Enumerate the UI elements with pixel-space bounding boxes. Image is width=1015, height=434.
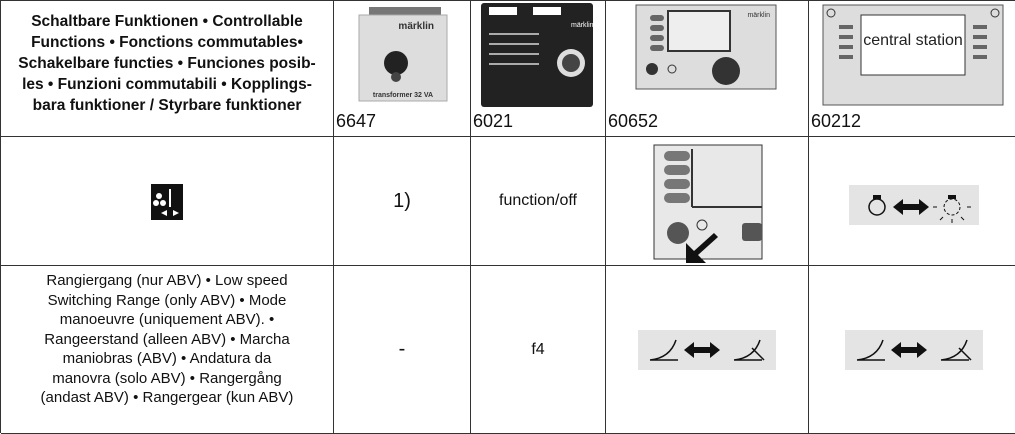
text: manovra (solo ABV) • Rangergång [52, 369, 282, 387]
device-image: märklin transformer 32 VA [358, 7, 448, 102]
device-label: 60652 [608, 111, 659, 131]
image-cell [606, 137, 809, 266]
caption: transformer 32 VA [373, 92, 433, 99]
device-cell: märklin 60652 [606, 1, 809, 137]
brand: märklin [571, 22, 594, 29]
text: Rangiergang (nur ABV) • Low speed [46, 272, 288, 289]
text: Schaltbare Funktionen • Controllable [31, 13, 303, 30]
text: bara funktioner / Styrbare funktioner [32, 97, 302, 114]
text: (andast ABV) • Rangergear (kun ABV) [40, 389, 294, 406]
brand: märklin [747, 12, 770, 19]
text: les • Funzioni commutabili • Kopplings- [22, 76, 312, 93]
device-image: central station [822, 4, 1004, 106]
text: manoeuvre (uniquement ABV). • [59, 311, 275, 328]
speed-icons [845, 330, 983, 370]
text: Schakelbare functies • Funciones posib- [18, 55, 316, 72]
icon-cell [1, 137, 334, 266]
device-cell: central station 60212 [809, 1, 1015, 137]
device-label: 60212 [811, 111, 862, 131]
text: Switching Range (only ABV) • Mode [47, 291, 287, 309]
function-icon [151, 184, 183, 220]
cell: f4 [471, 266, 606, 434]
header-cell: Schaltbare Funktionen • Controllable Fun… [1, 1, 334, 137]
text: Rangeerstand (alleen ABV) • Marcha [44, 330, 290, 348]
icon-cell [606, 266, 809, 434]
device-image: märklin [635, 4, 777, 90]
device-label: 6647 [336, 111, 377, 131]
device-label: 6021 [473, 111, 514, 131]
caption: central station [863, 32, 963, 49]
brand: märklin [398, 21, 434, 32]
cell: function/off [471, 137, 606, 266]
text: Functions • Fonctions commutables• [31, 34, 303, 51]
device-cell: märklin transformer 32 VA 6647 [334, 1, 471, 137]
cell: - [334, 266, 471, 434]
icon-cell [809, 266, 1015, 434]
device-cell: märklin 6021 [471, 1, 606, 137]
cell: 1) [334, 137, 471, 266]
icon-cell [809, 137, 1015, 266]
device-detail [653, 144, 763, 263]
text: maniobras (ABV) • Andatura da [62, 350, 272, 367]
function-cell: Rangiergang (nur ABV) • Low speed Switch… [1, 266, 334, 434]
light-icons [849, 185, 979, 225]
speed-icons [638, 330, 776, 370]
device-image: märklin [481, 3, 594, 107]
